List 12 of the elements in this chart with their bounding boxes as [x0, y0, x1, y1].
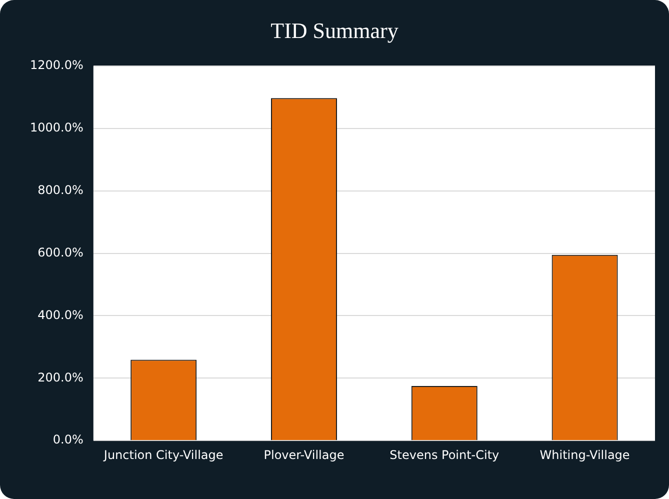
y-tick-label: 800.0%	[38, 182, 84, 197]
x-tick-label: Junction City-Village	[102, 448, 224, 462]
chart-title: TID Summary	[270, 18, 400, 44]
y-tick-label: 1000.0%	[30, 120, 84, 135]
y-tick-label: 200.0%	[38, 370, 84, 384]
y-tick-label: 0.0%	[52, 432, 84, 447]
y-tick-label: 1200.0%	[30, 58, 84, 72]
y-tick-label: 400.0%	[38, 308, 84, 322]
y-tick-label: 600.0%	[38, 245, 84, 260]
x-tick-label: Stevens Point-City	[390, 448, 500, 462]
x-tick-label: Plover-Village	[264, 448, 344, 462]
x-tick-label: Whiting-Village	[540, 448, 630, 462]
